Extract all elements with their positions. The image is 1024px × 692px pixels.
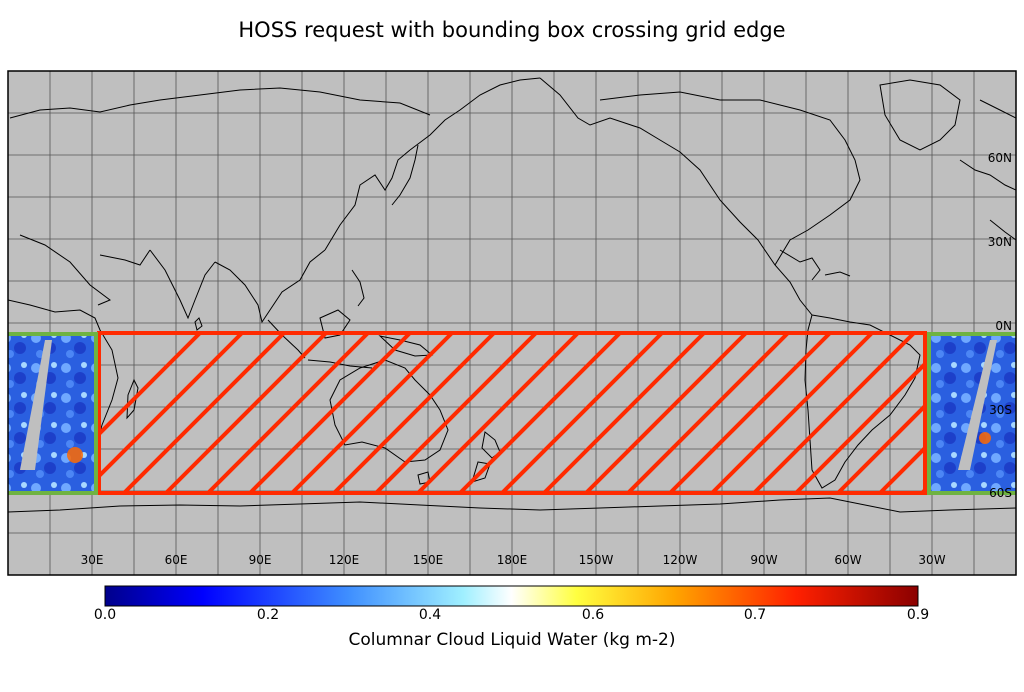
lon-label: 60E (165, 553, 188, 567)
hatch-line (248, 333, 412, 493)
swath-gap-left (20, 340, 52, 470)
request-box-outline (97, 331, 927, 495)
colorbar-tick: 0.2 (256, 607, 280, 623)
lat-label: 30S (989, 403, 1012, 417)
hatch-line (710, 333, 874, 493)
hatch-line (836, 403, 925, 493)
lon-label: 30E (81, 553, 104, 567)
lon-label: 150E (413, 553, 444, 567)
lat-label: 60S (989, 486, 1012, 500)
map-title: HOSS request with bounding box crossing … (238, 18, 786, 42)
lon-label: 30W (918, 553, 945, 567)
hatch-line (206, 333, 370, 493)
lon-labels: 30E 60E 90E 120E 150E 180E 150W 120W 90W… (81, 553, 946, 567)
hatch-line (668, 333, 832, 493)
lon-label: 90W (750, 553, 777, 567)
hatch-line (164, 333, 328, 493)
colorbar (104, 585, 919, 607)
hatch-line (794, 361, 925, 493)
lon-label: 180E (497, 553, 528, 567)
lat-label: 0N (995, 319, 1012, 333)
colorbar-tick: 0.0 (93, 607, 117, 623)
map-frame (7, 70, 1017, 576)
hatch-line (99, 333, 244, 479)
hatch-line (752, 333, 916, 493)
granule-outline (8, 332, 1016, 495)
request-bounding-box (97, 331, 927, 495)
hatch-line (99, 333, 202, 437)
lat-label: 60N (988, 151, 1012, 165)
hatch-line (584, 333, 748, 493)
colorbar-tick: 0.6 (581, 607, 605, 623)
colorbar-label: Columnar Cloud Liquid Water (kg m-2) (348, 630, 676, 650)
lon-label: 120W (663, 553, 698, 567)
hatch-line (332, 333, 496, 493)
lat-label: 30N (988, 235, 1012, 249)
lon-label: 60W (834, 553, 861, 567)
lat-labels: 60N 30N 0N 30S 60S (988, 151, 1012, 500)
hatch-line (374, 333, 538, 493)
cloud-feature-left (67, 447, 83, 463)
hatch-line (500, 333, 664, 493)
lon-label: 120E (329, 553, 360, 567)
hatch-line (290, 333, 454, 493)
hatch-line (626, 333, 790, 493)
hatch-line (542, 333, 706, 493)
hatch-line (416, 333, 580, 493)
cloud-feature-right (979, 432, 991, 444)
granule-swaths (8, 334, 1016, 493)
lon-label: 90E (249, 553, 272, 567)
swath-gap-right (958, 340, 997, 470)
colorbar-tick: 0.9 (906, 607, 930, 623)
lon-label: 150W (579, 553, 614, 567)
colorbar-tick: 0.4 (418, 607, 442, 623)
hatch-line (458, 333, 622, 493)
hatch-line (122, 333, 286, 493)
request-box-hatch (99, 333, 925, 493)
colorbar-tick: 0.7 (743, 607, 767, 623)
hatch-line (878, 445, 925, 493)
